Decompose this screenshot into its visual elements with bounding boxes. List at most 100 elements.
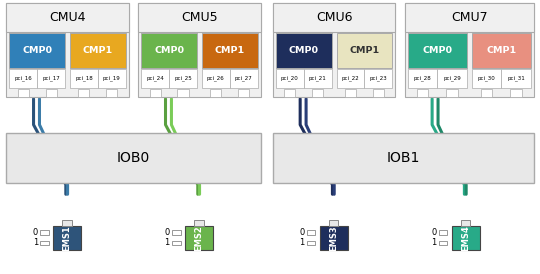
- FancyBboxPatch shape: [276, 33, 332, 68]
- FancyBboxPatch shape: [106, 89, 117, 96]
- Text: pci_21: pci_21: [309, 76, 327, 81]
- FancyBboxPatch shape: [40, 241, 49, 245]
- FancyBboxPatch shape: [6, 133, 261, 183]
- FancyBboxPatch shape: [141, 69, 169, 88]
- FancyBboxPatch shape: [98, 69, 126, 88]
- FancyBboxPatch shape: [320, 226, 348, 250]
- Text: pci_16: pci_16: [14, 76, 32, 81]
- Text: CMU7: CMU7: [451, 11, 488, 24]
- Text: EMS2: EMS2: [194, 225, 204, 251]
- Text: 1: 1: [431, 238, 436, 247]
- FancyBboxPatch shape: [37, 69, 65, 88]
- Text: CMU6: CMU6: [316, 11, 352, 24]
- FancyBboxPatch shape: [141, 33, 197, 68]
- Text: pci_22: pci_22: [342, 76, 360, 81]
- Text: pci_29: pci_29: [443, 76, 461, 81]
- FancyBboxPatch shape: [307, 241, 315, 245]
- FancyBboxPatch shape: [194, 219, 204, 226]
- FancyBboxPatch shape: [45, 89, 57, 96]
- FancyBboxPatch shape: [273, 3, 395, 98]
- FancyBboxPatch shape: [404, 3, 534, 98]
- Text: CMP0: CMP0: [289, 46, 319, 55]
- FancyBboxPatch shape: [172, 230, 180, 235]
- FancyBboxPatch shape: [276, 69, 303, 88]
- Text: pci_30: pci_30: [478, 76, 496, 81]
- Text: 1: 1: [299, 238, 305, 247]
- FancyBboxPatch shape: [417, 89, 428, 96]
- FancyBboxPatch shape: [438, 241, 447, 245]
- FancyBboxPatch shape: [202, 69, 230, 88]
- FancyBboxPatch shape: [9, 69, 37, 88]
- Text: pci_23: pci_23: [369, 76, 387, 81]
- FancyBboxPatch shape: [345, 89, 356, 96]
- FancyBboxPatch shape: [169, 69, 197, 88]
- FancyBboxPatch shape: [70, 33, 126, 68]
- FancyBboxPatch shape: [40, 230, 49, 235]
- Text: pci_20: pci_20: [281, 76, 299, 81]
- FancyBboxPatch shape: [481, 89, 492, 96]
- FancyBboxPatch shape: [6, 3, 129, 32]
- FancyBboxPatch shape: [408, 69, 437, 88]
- Text: 1: 1: [32, 238, 38, 247]
- Text: CMP0: CMP0: [154, 46, 184, 55]
- FancyBboxPatch shape: [510, 89, 522, 96]
- Text: pci_25: pci_25: [174, 76, 192, 81]
- Text: pci_26: pci_26: [207, 76, 225, 81]
- FancyBboxPatch shape: [150, 89, 160, 96]
- FancyBboxPatch shape: [446, 89, 458, 96]
- Text: pci_24: pci_24: [146, 76, 164, 81]
- FancyBboxPatch shape: [230, 69, 258, 88]
- Text: EMS1: EMS1: [63, 225, 71, 251]
- FancyBboxPatch shape: [138, 3, 261, 98]
- Text: 0: 0: [299, 228, 305, 237]
- FancyBboxPatch shape: [53, 226, 81, 250]
- Text: CMP1: CMP1: [349, 46, 380, 55]
- FancyBboxPatch shape: [404, 3, 534, 32]
- Text: CMU5: CMU5: [181, 11, 218, 24]
- Text: 0: 0: [165, 228, 170, 237]
- Text: CMP0: CMP0: [422, 46, 453, 55]
- Text: pci_28: pci_28: [414, 76, 431, 81]
- FancyBboxPatch shape: [78, 89, 90, 96]
- Text: CMP1: CMP1: [83, 46, 113, 55]
- FancyBboxPatch shape: [273, 3, 395, 32]
- FancyBboxPatch shape: [284, 89, 295, 96]
- Text: EMS4: EMS4: [461, 225, 470, 251]
- FancyBboxPatch shape: [303, 69, 332, 88]
- Text: CMP0: CMP0: [22, 46, 52, 55]
- FancyBboxPatch shape: [307, 230, 315, 235]
- FancyBboxPatch shape: [408, 33, 467, 68]
- Text: 0: 0: [431, 228, 436, 237]
- FancyBboxPatch shape: [501, 69, 531, 88]
- FancyBboxPatch shape: [9, 33, 65, 68]
- Text: pci_31: pci_31: [507, 76, 525, 81]
- Text: IOB1: IOB1: [387, 151, 420, 165]
- FancyBboxPatch shape: [438, 230, 447, 235]
- Text: pci_19: pci_19: [103, 76, 121, 81]
- Text: CMP1: CMP1: [486, 46, 516, 55]
- FancyBboxPatch shape: [238, 89, 249, 96]
- Text: IOB0: IOB0: [117, 151, 150, 165]
- FancyBboxPatch shape: [336, 33, 393, 68]
- FancyBboxPatch shape: [472, 33, 531, 68]
- Text: 1: 1: [165, 238, 170, 247]
- FancyBboxPatch shape: [273, 133, 534, 183]
- FancyBboxPatch shape: [178, 89, 188, 96]
- FancyBboxPatch shape: [364, 69, 393, 88]
- FancyBboxPatch shape: [202, 33, 258, 68]
- FancyBboxPatch shape: [336, 69, 365, 88]
- Text: pci_17: pci_17: [42, 76, 60, 81]
- FancyBboxPatch shape: [437, 69, 467, 88]
- FancyBboxPatch shape: [70, 69, 98, 88]
- FancyBboxPatch shape: [451, 226, 480, 250]
- FancyBboxPatch shape: [211, 89, 221, 96]
- FancyBboxPatch shape: [6, 3, 129, 98]
- FancyBboxPatch shape: [62, 219, 72, 226]
- Text: 0: 0: [32, 228, 38, 237]
- Text: pci_18: pci_18: [75, 76, 93, 81]
- FancyBboxPatch shape: [461, 219, 470, 226]
- FancyBboxPatch shape: [18, 89, 29, 96]
- FancyBboxPatch shape: [312, 89, 323, 96]
- FancyBboxPatch shape: [185, 226, 213, 250]
- FancyBboxPatch shape: [373, 89, 384, 96]
